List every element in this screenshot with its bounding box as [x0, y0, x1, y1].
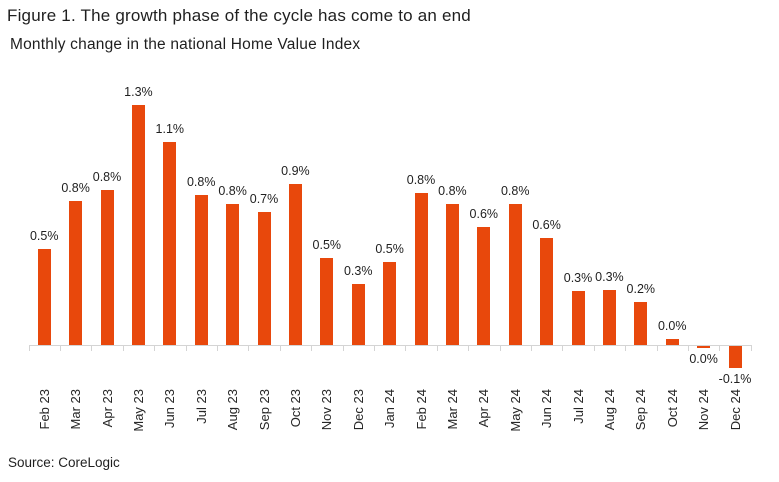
- bar-mar-23: [69, 200, 83, 345]
- bar-jun-23: [163, 141, 177, 345]
- source-note: Source: CoreLogic: [8, 455, 120, 470]
- x-axis-tick: [216, 346, 218, 351]
- x-axis-tick-label: Oct 24: [664, 389, 680, 428]
- bar-sep-24: [634, 302, 648, 345]
- x-axis-tick: [28, 346, 30, 351]
- x-axis-tick: [59, 346, 61, 351]
- x-axis-tick-label: Feb 23: [36, 389, 52, 430]
- bar-feb-23: [37, 248, 51, 345]
- bar-value-label: 0.6%: [532, 217, 561, 232]
- bar-value-label: 0.0%: [689, 351, 718, 366]
- x-axis-tick-label: Nov 24: [696, 389, 712, 431]
- bar-value-label: 0.8%: [438, 184, 467, 199]
- bar-value-label: 0.2%: [626, 282, 656, 297]
- x-axis-tick-label: Jun 23: [162, 389, 178, 429]
- x-axis-tick-label: Jun 24: [539, 389, 555, 429]
- x-axis-line: [28, 345, 752, 346]
- x-axis-tick: [122, 346, 124, 351]
- bar-may-23: [131, 104, 145, 345]
- x-axis-tick: [593, 346, 595, 351]
- bar-value-label: 0.0%: [657, 319, 687, 334]
- x-axis-tick-label: Apr 24: [476, 389, 492, 428]
- bar-value-label: 0.3%: [595, 269, 624, 284]
- bar-value-label: -0.1%: [718, 372, 752, 387]
- x-axis-tick: [499, 346, 501, 351]
- bar-value-label: 0.3%: [563, 271, 593, 286]
- bar-value-label: 0.8%: [406, 173, 436, 188]
- bar-value-label: 0.5%: [312, 238, 342, 253]
- x-axis-tick: [279, 346, 281, 351]
- x-axis-tick: [373, 346, 375, 351]
- bar-value-label: 0.9%: [281, 164, 310, 179]
- x-axis-tick-label: Sep 23: [256, 389, 272, 431]
- x-axis-tick-label: May 24: [507, 389, 523, 432]
- bar-value-label: 0.6%: [469, 206, 499, 221]
- x-axis-tick: [342, 346, 344, 351]
- bar-value-label: 0.8%: [218, 184, 247, 199]
- bar-jul-24: [571, 291, 585, 345]
- bar-dec-24: [728, 346, 742, 369]
- bar-nov-24: [697, 346, 711, 348]
- bar-dec-23: [351, 283, 365, 345]
- x-axis-tick-label: Sep 24: [633, 389, 649, 431]
- x-axis-tick: [436, 346, 438, 351]
- x-axis-tick: [405, 346, 407, 351]
- x-axis-tick: [562, 346, 564, 351]
- x-axis-tick-label: Nov 23: [319, 389, 335, 431]
- x-axis-tick-label: Aug 24: [601, 389, 617, 431]
- bar-value-label: 0.8%: [61, 180, 90, 195]
- bar-apr-24: [477, 226, 491, 345]
- bar-aug-24: [602, 289, 616, 345]
- bar-feb-24: [414, 193, 428, 345]
- x-axis-tick-label: Mar 24: [444, 389, 460, 430]
- x-axis-tick-label: Feb 24: [413, 389, 429, 430]
- bar-value-label: 0.5%: [375, 241, 404, 256]
- x-axis-tick-label: Dec 23: [350, 389, 366, 431]
- x-axis-tick-label: Jul 24: [570, 389, 586, 424]
- x-axis-tick: [625, 346, 627, 351]
- bar-jun-24: [540, 237, 554, 345]
- chart-title: Figure 1. The growth phase of the cycle …: [7, 6, 471, 25]
- x-axis-tick-label: Aug 23: [225, 389, 241, 431]
- bar-sep-23: [257, 211, 271, 345]
- x-axis-tick: [468, 346, 470, 351]
- bar-may-24: [508, 204, 522, 345]
- bar-value-label: 0.5%: [29, 228, 59, 243]
- x-axis-tick: [719, 346, 721, 351]
- x-axis-tick: [154, 346, 156, 351]
- bar-value-label: 0.3%: [343, 263, 373, 278]
- bar-value-label: 0.8%: [500, 184, 530, 199]
- bar-aug-23: [226, 204, 240, 345]
- x-axis-tick: [91, 346, 93, 351]
- bar-value-label: 0.8%: [92, 169, 122, 184]
- x-axis-tick-label: Dec 24: [727, 389, 743, 431]
- x-axis-tick-label: May 23: [130, 389, 146, 432]
- bar-value-label: 1.1%: [155, 121, 185, 136]
- bar-nov-23: [320, 258, 334, 345]
- x-axis-tick-label: Jul 23: [193, 389, 209, 424]
- x-axis-tick: [185, 346, 187, 351]
- bar-apr-23: [100, 189, 114, 345]
- x-axis-tick-label: Oct 23: [287, 389, 303, 428]
- x-axis-tick: [248, 346, 250, 351]
- bar-jul-23: [194, 195, 208, 345]
- chart-subtitle: Monthly change in the national Home Valu…: [10, 36, 361, 53]
- bar-oct-23: [288, 184, 302, 345]
- x-axis-tick-label: Mar 23: [68, 389, 84, 430]
- x-axis-tick: [656, 346, 658, 351]
- bar-jan-24: [383, 261, 397, 345]
- x-axis-tick: [687, 346, 689, 351]
- x-axis-tick-label: Apr 23: [99, 389, 115, 428]
- bar-value-label: 0.8%: [186, 175, 216, 190]
- bar-mar-24: [445, 204, 459, 345]
- bar-value-label: 0.7%: [249, 191, 279, 206]
- x-axis-tick: [530, 346, 532, 351]
- x-axis-tick: [750, 346, 752, 351]
- bar-value-label: 1.3%: [124, 84, 153, 99]
- x-axis-tick-label: Jan 24: [382, 389, 398, 429]
- x-axis-tick: [311, 346, 313, 351]
- bar-oct-24: [665, 339, 679, 345]
